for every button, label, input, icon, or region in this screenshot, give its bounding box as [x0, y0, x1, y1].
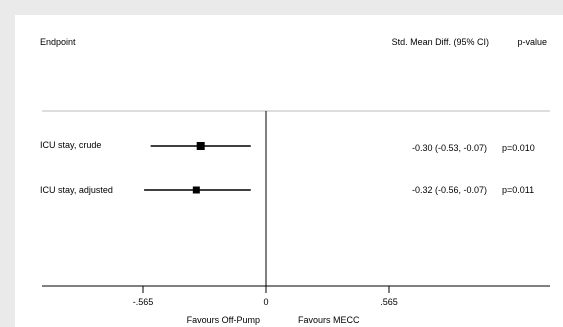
favours-right-label: Favours MECC [298, 315, 360, 325]
row-ci-adjusted: -0.32 (-0.56, -0.07) [411, 185, 487, 195]
row-label-crude: ICU stay, crude [40, 140, 102, 150]
row-ci-crude: -0.30 (-0.53, -0.07) [411, 143, 487, 153]
effect-header: Std. Mean Diff. (95% CI) [391, 37, 489, 47]
tick-label-neg: -.565 [132, 297, 154, 307]
point-estimate-0 [196, 142, 205, 150]
favours-left-label: Favours Off-Pump [186, 315, 260, 325]
pvalue-header: p-value [517, 37, 547, 47]
tick-label-zero: 0 [263, 297, 269, 307]
tick-label-pos: .565 [380, 297, 398, 307]
row-p-crude: p=0.010 [502, 143, 535, 153]
point-estimate-1 [192, 186, 200, 194]
forest-plot-panel: Endpoint Std. Mean Diff. (95% CI) p-valu… [15, 15, 563, 327]
endpoint-header: Endpoint [40, 37, 76, 47]
forest-plot-svg [42, 110, 550, 293]
row-label-adjusted: ICU stay, adjusted [40, 185, 113, 195]
row-p-adjusted: p=0.011 [502, 185, 535, 195]
